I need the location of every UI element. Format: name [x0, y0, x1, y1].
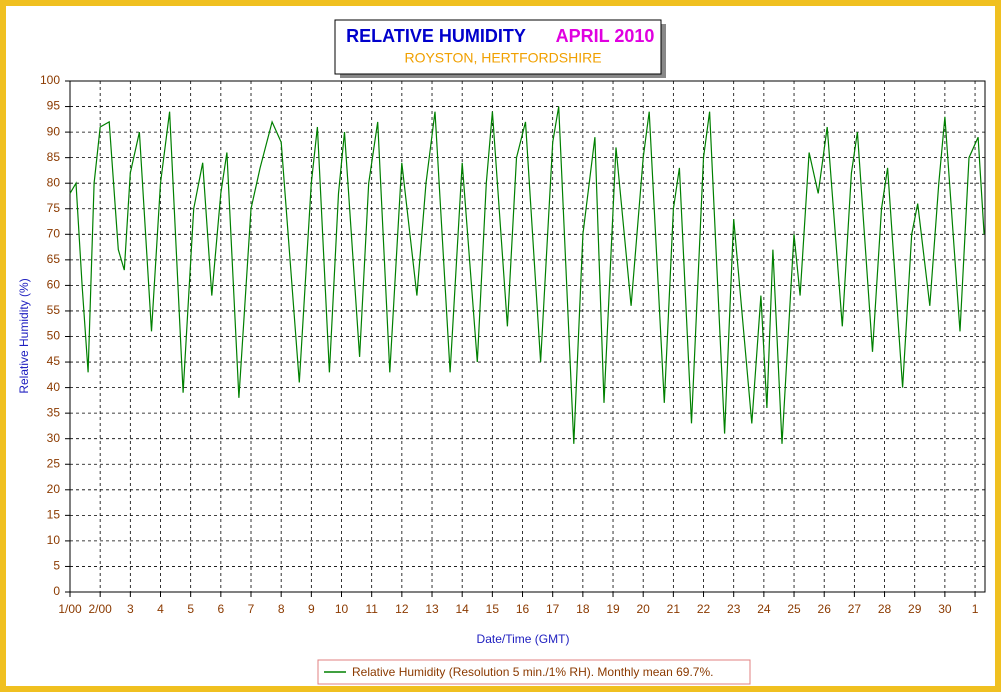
x-tick-label: 27	[848, 602, 862, 616]
x-tick-label: 6	[217, 602, 224, 616]
x-tick-label: 1/00	[58, 602, 82, 616]
line	[69, 106, 985, 444]
y-tick-label: 75	[47, 201, 61, 215]
x-tick-label: 12	[395, 602, 409, 616]
y-tick-label: 65	[47, 252, 61, 266]
x-tick-label: 22	[697, 602, 711, 616]
x-tick-label: 26	[818, 602, 832, 616]
x-tick-label: 5	[187, 602, 194, 616]
x-tick-label: 4	[157, 602, 164, 616]
x-tick-label: 3	[127, 602, 134, 616]
legend-label: Relative Humidity (Resolution 5 min./1% …	[352, 665, 713, 679]
x-axis-label: Date/Time (GMT)	[477, 632, 570, 646]
y-tick-label: 0	[53, 584, 60, 598]
x-tick-label: 15	[486, 602, 500, 616]
y-tick-label: 45	[47, 354, 61, 368]
x-tick-label: 24	[757, 602, 771, 616]
y-tick-label: 35	[47, 405, 61, 419]
y-tick-label: 70	[47, 226, 61, 240]
y-tick-label: 25	[47, 456, 61, 470]
x-tick-label: 7	[248, 602, 255, 616]
x-tick-label: 21	[667, 602, 681, 616]
x-tick-label: 2/00	[88, 602, 112, 616]
x-tick-label: 10	[335, 602, 349, 616]
plot-border	[69, 80, 986, 593]
y-tick-label: 55	[47, 303, 61, 317]
y-tick-label: 85	[47, 150, 61, 164]
y-axis-label: Relative Humidity (%)	[17, 278, 31, 393]
y-tick-label: 5	[53, 559, 60, 573]
y-tick-label: 95	[47, 99, 61, 113]
x-tick-label: 11	[365, 602, 378, 616]
y-tick-label: 15	[47, 508, 61, 522]
y-tick-label: 80	[47, 175, 61, 189]
x-tick-label: 30	[938, 602, 952, 616]
y-tick-label: 60	[47, 278, 61, 292]
x-tick-label: 17	[546, 602, 560, 616]
chart-title: RELATIVE HUMIDITY	[346, 26, 526, 46]
x-tick-label: 29	[908, 602, 922, 616]
x-tick-label: 20	[637, 602, 651, 616]
x-tick-label: 23	[727, 602, 741, 616]
chart-title-date: APRIL 2010	[556, 26, 655, 46]
x-tick-label: 14	[456, 602, 470, 616]
legend-box	[317, 659, 751, 685]
x-tick-label: 19	[606, 602, 620, 616]
x-tick-label: 13	[425, 602, 439, 616]
y-tick-label: 100	[40, 73, 60, 87]
chart-subtitle: ROYSTON, HERTFORDSHIRE	[404, 50, 601, 66]
y-tick-label: 50	[47, 329, 61, 343]
x-tick-label: 9	[308, 602, 315, 616]
y-tick-label: 20	[47, 482, 61, 496]
x-tick-label: 1	[972, 602, 979, 616]
x-tick-label: 28	[878, 602, 892, 616]
x-tick-label: 25	[787, 602, 801, 616]
x-tick-label: 18	[576, 602, 590, 616]
y-tick-label: 40	[47, 380, 61, 394]
title-box	[334, 19, 662, 75]
y-tick-label: 10	[47, 533, 61, 547]
x-tick-label: 8	[278, 602, 285, 616]
y-tick-label: 30	[47, 431, 61, 445]
x-tick-label: 16	[516, 602, 530, 616]
y-tick-label: 90	[47, 124, 61, 138]
